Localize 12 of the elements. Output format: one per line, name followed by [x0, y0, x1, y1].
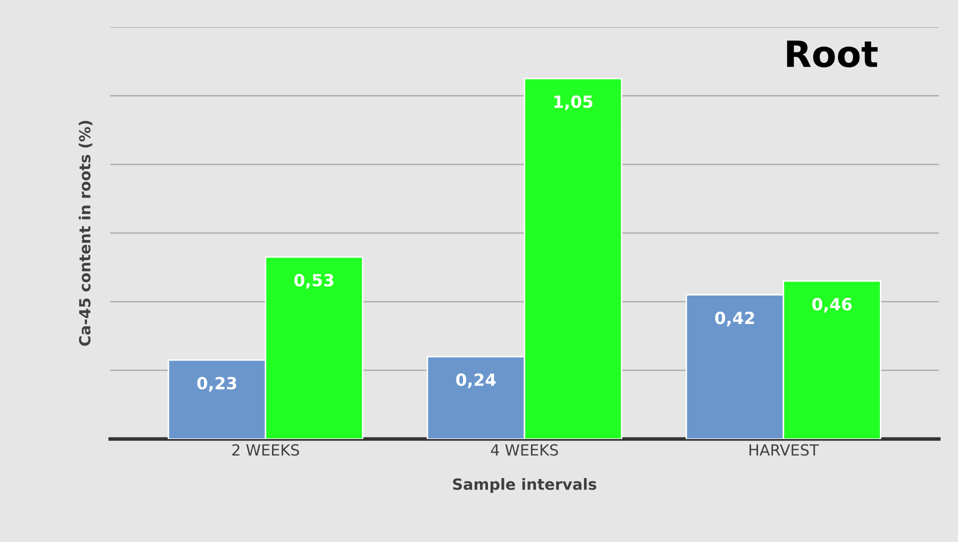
data-label: 0,53	[294, 274, 334, 289]
x-tick-label: 4 WEEKS	[490, 444, 558, 456]
data-label: 0,46	[812, 298, 852, 313]
y-axis-title: Ca-45 content in roots (%)	[78, 120, 92, 346]
chart-title: Root	[787, 40, 878, 68]
x-tick-label: HARVEST	[750, 444, 819, 456]
data-label: 0,23	[197, 376, 236, 392]
data-label: 0,42	[715, 312, 754, 326]
x-axis-title: Sample intervals	[453, 478, 596, 493]
x-tick-label: 2 WEEKS	[232, 444, 300, 456]
data-label: 0,24	[456, 373, 496, 388]
data-label: 1,05	[554, 95, 592, 110]
